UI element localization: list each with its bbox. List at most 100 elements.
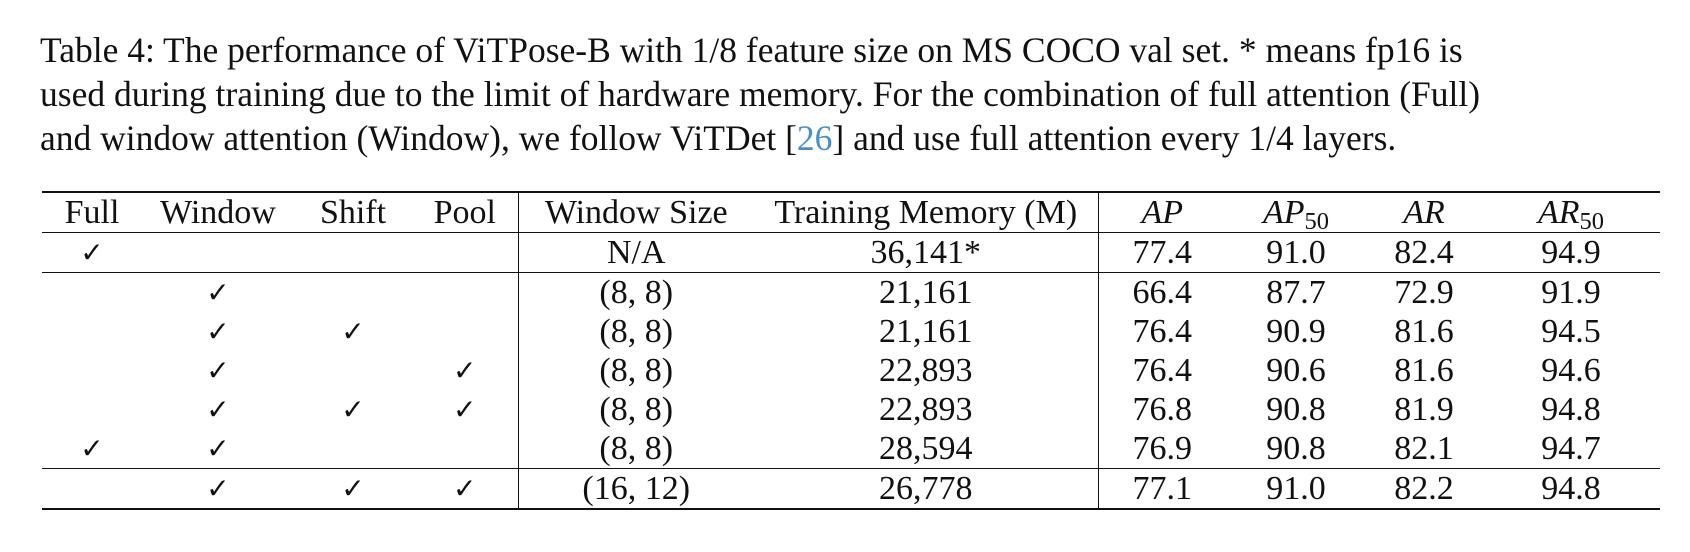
ar50-cell: 94.6 — [1541, 352, 1601, 389]
window-check: ✓ — [206, 393, 230, 426]
shift-check: ✓ — [341, 315, 365, 348]
ar50-cell: 94.8 — [1541, 470, 1601, 507]
ap-cell: 77.4 — [1097, 232, 1226, 273]
ar-cell: 81.9 — [1394, 391, 1454, 428]
pool-check: ✓ — [453, 472, 477, 505]
memory-cell: 22,893 — [879, 352, 973, 389]
window-check: ✓ — [206, 432, 230, 465]
caption-line-3-start: and window attention (Window), we follow… — [40, 118, 797, 158]
ap-cell: 76.8 — [1097, 390, 1226, 429]
memory-cell: 21,161 — [879, 274, 973, 311]
window-check: ✓ — [206, 315, 230, 348]
shift-check — [294, 429, 412, 469]
ap-cell: 76.4 — [1097, 312, 1226, 351]
pool-check: ✓ — [453, 354, 477, 387]
ar50-cell: 94.8 — [1541, 391, 1601, 428]
table-row: ✓ ✓ (8, 8) 28,594 76.9 90.8 82.1 94.7 — [42, 429, 1660, 469]
header-ar50-base: AR — [1537, 194, 1580, 231]
shift-check — [294, 273, 412, 313]
ap-cell: 77.1 — [1097, 468, 1226, 509]
ar-cell: 82.1 — [1394, 430, 1454, 467]
full-check — [42, 351, 142, 390]
header-ap50-sub: 50 — [1304, 208, 1329, 236]
memory-cell: 28,594 — [879, 430, 973, 467]
ar50-cell: 94.9 — [1541, 234, 1601, 271]
shift-check — [294, 351, 412, 390]
ar-cell: 72.9 — [1394, 274, 1454, 311]
table-row: ✓ ✓ ✓ (8, 8) 22,893 76.8 90.8 81.9 94.8 — [42, 390, 1660, 429]
window-check: ✓ — [206, 472, 230, 505]
shift-check: ✓ — [341, 393, 365, 426]
header-training-memory: Training Memory (M) — [774, 194, 1078, 231]
ap-cell: 76.9 — [1097, 429, 1226, 469]
pool-check — [412, 312, 518, 351]
ap50-cell: 91.0 — [1266, 470, 1326, 507]
results-table: Full Window Shift Pool Window Size Train… — [42, 191, 1660, 510]
header-ap50-base: AP — [1262, 194, 1305, 231]
table-row: ✓ ✓ ✓ (16, 12) 26,778 77.1 91.0 82.2 94.8 — [42, 468, 1660, 510]
memory-cell: 36,141* — [870, 234, 982, 271]
header-ap50: AP50 — [1226, 192, 1366, 236]
ar50-cell: 94.5 — [1541, 313, 1601, 350]
pool-check: ✓ — [453, 393, 477, 426]
window-size-cell: (8, 8) — [517, 312, 754, 351]
window-check: ✓ — [206, 354, 230, 387]
window-size-cell: (8, 8) — [517, 351, 754, 390]
ar-cell: 81.6 — [1394, 352, 1454, 389]
header-row: Full Window Shift Pool Window Size Train… — [42, 192, 1660, 236]
citation-link[interactable]: 26 — [796, 118, 833, 158]
table-body: ✓ N/A 36,141* 77.4 91.0 82.4 94.9 ✓ (8, 8) 21,161… — [42, 232, 1660, 510]
full-check — [42, 273, 142, 313]
table-row: ✓ (8, 8) 21,161 66.4 87.7 72.9 91.9 — [42, 272, 1660, 313]
header-window-size: Window Size — [517, 192, 754, 233]
shift-check — [294, 233, 412, 273]
ap50-cell: 90.6 — [1266, 352, 1326, 389]
ap50-cell: 90.8 — [1266, 430, 1326, 467]
window-size-cell: (8, 8) — [517, 272, 754, 312]
full-check — [42, 469, 142, 510]
table-caption: Table 4: The performance of ViTPose-B wi… — [40, 28, 1670, 160]
header-full: Full — [64, 194, 120, 231]
ap50-cell: 91.0 — [1266, 234, 1326, 271]
ar50-cell: 94.7 — [1541, 430, 1601, 467]
caption-line-3-end: ] and use full attention every 1/4 layer… — [832, 118, 1397, 158]
ap50-cell: 87.7 — [1266, 274, 1326, 311]
memory-cell: 21,161 — [879, 313, 973, 350]
ap-cell: 76.4 — [1097, 351, 1226, 390]
table-row: ✓ ✓ (8, 8) 22,893 76.4 90.6 81.6 94.6 — [42, 351, 1660, 390]
pool-check — [412, 273, 518, 313]
pool-check — [412, 429, 518, 469]
header-shift: Shift — [319, 194, 387, 231]
header-ar: AR — [1403, 194, 1445, 231]
ap50-cell: 90.9 — [1266, 313, 1326, 350]
window-check: ✓ — [206, 276, 230, 309]
header-ap: AP — [1097, 192, 1226, 233]
window-size-cell: N/A — [517, 232, 754, 273]
window-size-cell: (16, 12) — [517, 468, 754, 509]
table-row: ✓ N/A 36,141* 77.4 91.0 82.4 94.9 — [42, 232, 1660, 273]
shift-check: ✓ — [341, 472, 365, 505]
full-check — [42, 390, 142, 429]
memory-cell: 26,778 — [879, 470, 973, 507]
caption-line-1: Table 4: The performance of ViTPose-B wi… — [40, 30, 1463, 70]
header-ar50-sub: 50 — [1579, 208, 1604, 236]
ar-cell: 81.6 — [1394, 313, 1454, 350]
pool-check — [412, 233, 518, 273]
caption-line-2: used during training due to the limit of… — [40, 74, 1481, 114]
full-check: ✓ — [80, 432, 104, 465]
header-window: Window — [160, 194, 276, 231]
ar-cell: 82.2 — [1394, 470, 1454, 507]
ar-cell: 82.4 — [1394, 234, 1454, 271]
memory-cell: 22,893 — [879, 391, 973, 428]
window-check — [142, 233, 294, 273]
ar50-cell: 91.9 — [1541, 274, 1601, 311]
header-ar50: AR50 — [1482, 192, 1660, 236]
ap-cell: 66.4 — [1097, 272, 1226, 312]
header-pool: Pool — [433, 194, 496, 231]
full-check — [42, 312, 142, 351]
table-row: ✓ ✓ (8, 8) 21,161 76.4 90.9 81.6 94.5 — [42, 312, 1660, 351]
window-size-cell: (8, 8) — [517, 390, 754, 429]
full-check: ✓ — [80, 236, 104, 269]
window-size-cell: (8, 8) — [517, 429, 754, 469]
ap50-cell: 90.8 — [1266, 391, 1326, 428]
